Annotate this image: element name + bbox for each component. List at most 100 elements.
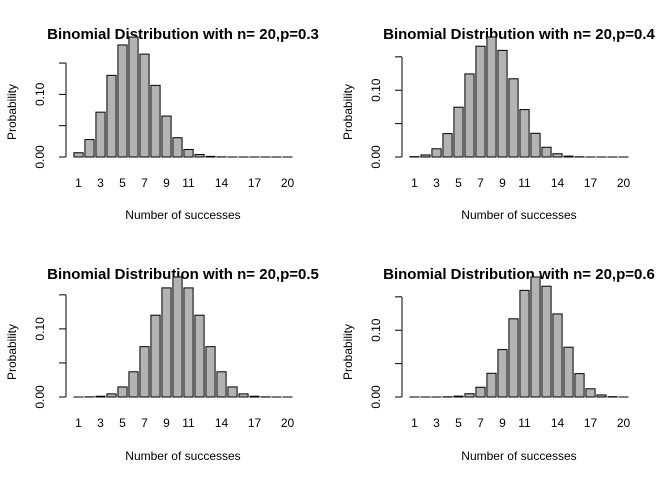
bar-3-15	[227, 386, 238, 398]
y-tick-label-1-0: 0.00	[33, 145, 47, 169]
bar-1-1	[73, 152, 84, 158]
x-tick-label-3-14: 14	[215, 416, 229, 430]
bar-1-12	[194, 154, 205, 158]
bar-1-5	[117, 44, 128, 158]
bar-3-4	[106, 393, 117, 398]
x-tick-label-3-20: 20	[281, 416, 295, 430]
chart-title-4: Binomial Distribution with n= 20,p=0.6	[383, 266, 655, 283]
bar-1-10	[172, 137, 183, 158]
bar-2-5	[453, 106, 464, 158]
x-tick-label-3-3: 3	[97, 416, 104, 430]
x-tick-label-2-11: 11	[518, 176, 531, 190]
bar-4-12	[530, 276, 541, 398]
x-tick-label-2-7: 7	[477, 176, 484, 190]
x-tick-label-3-11: 11	[182, 416, 195, 430]
x-tick-label-4-3: 3	[433, 416, 440, 430]
x-tick-label-2-5: 5	[455, 176, 462, 190]
y-tick-label-2-0: 0.00	[369, 145, 383, 169]
bar-2-7	[475, 45, 486, 158]
bar-1-9	[161, 115, 172, 158]
x-axis-label-4: Number of successes	[461, 449, 576, 463]
bar-2-3	[431, 148, 442, 158]
y-tick-label-3-0: 0.00	[33, 385, 47, 409]
chart-panel-1: Binomial Distribution with n= 20,p=0.3 P…	[5, 26, 319, 222]
chart-panel-3: Binomial Distribution with n= 20,p=0.5 P…	[5, 266, 319, 463]
bars-3	[73, 276, 293, 398]
x-tick-label-1-9: 9	[163, 176, 170, 190]
bar-4-10	[508, 318, 519, 398]
y-axis-label-2: Probability	[341, 84, 355, 140]
x-tick-label-4-14: 14	[551, 416, 565, 430]
x-tick-label-4-9: 9	[499, 416, 506, 430]
bar-3-7	[139, 346, 150, 398]
bar-4-5	[453, 395, 464, 398]
x-tick-label-2-20: 20	[617, 176, 631, 190]
x-tick-label-4-5: 5	[455, 416, 462, 430]
y-axis-4: 0.00 0.10	[369, 296, 403, 409]
x-tick-label-3-7: 7	[141, 416, 148, 430]
bar-2-9	[497, 49, 508, 158]
bar-3-12	[194, 314, 205, 398]
bars-2	[409, 36, 629, 158]
y-axis-3: 0.00 0.10	[33, 294, 67, 409]
y-axis-label-3: Probability	[5, 324, 19, 380]
x-tick-label-1-11: 11	[182, 176, 195, 190]
x-tick-label-1-20: 20	[281, 176, 295, 190]
x-tick-label-4-17: 17	[584, 416, 598, 430]
bar-2-4	[442, 133, 453, 158]
bar-2-14	[552, 153, 563, 158]
bar-1-8	[150, 84, 161, 158]
bar-3-10	[172, 276, 183, 398]
bar-4-8	[486, 372, 497, 398]
y-axis-1: 0.00 0.10	[33, 62, 67, 169]
bar-3-3	[95, 395, 106, 398]
x-tick-label-3-5: 5	[119, 416, 126, 430]
bar-1-2	[84, 139, 95, 158]
bar-2-6	[464, 73, 475, 158]
x-tick-label-4-20: 20	[617, 416, 631, 430]
bars-1	[73, 36, 293, 158]
bar-3-8	[150, 314, 161, 398]
bar-4-9	[497, 349, 508, 398]
bar-1-11	[183, 148, 194, 158]
bar-4-14	[552, 313, 563, 398]
bar-4-17	[585, 388, 596, 398]
y-tick-label-1-2: 0.10	[33, 82, 47, 106]
x-tick-label-1-14: 14	[215, 176, 229, 190]
bar-2-12	[530, 132, 541, 158]
bar-4-15	[563, 346, 574, 398]
x-axis-label-3: Number of successes	[125, 449, 240, 463]
x-ticks-1: 1 3 5 7 9 11 14 17 20	[75, 176, 294, 190]
x-tick-label-1-7: 7	[141, 176, 148, 190]
chart-panel-2: Binomial Distribution with n= 20,p=0.4 P…	[341, 26, 656, 222]
bar-3-5	[117, 386, 128, 398]
x-tick-label-3-17: 17	[248, 416, 262, 430]
bar-3-11	[183, 287, 194, 398]
y-axis-label-4: Probability	[341, 324, 355, 380]
x-ticks-3: 1 3 5 7 9 11 14 17 20	[75, 416, 294, 430]
x-axis-label-2: Number of successes	[461, 208, 576, 222]
y-tick-label-2-2: 0.10	[369, 78, 383, 102]
x-tick-label-1-3: 3	[97, 176, 104, 190]
chart-title-1: Binomial Distribution with n= 20,p=0.3	[47, 26, 319, 43]
bar-1-13	[205, 155, 216, 158]
x-tick-label-1-17: 17	[248, 176, 262, 190]
bar-2-15	[563, 155, 574, 158]
bar-2-2	[420, 154, 431, 158]
x-tick-label-2-17: 17	[584, 176, 598, 190]
bar-3-17	[249, 395, 260, 398]
y-tick-label-4-0: 0.00	[369, 385, 383, 409]
bar-4-13	[541, 285, 552, 398]
y-axis-label-1: Probability	[5, 84, 19, 140]
bar-1-7	[139, 53, 150, 158]
x-tick-label-4-1: 1	[411, 416, 418, 430]
bar-4-7	[475, 386, 486, 398]
bar-4-11	[519, 289, 530, 398]
x-tick-label-3-9: 9	[163, 416, 170, 430]
chart-panel-4: Binomial Distribution with n= 20,p=0.6 P…	[341, 266, 655, 463]
bar-2-13	[541, 146, 552, 158]
bars-4	[409, 276, 629, 398]
x-tick-label-1-1: 1	[75, 176, 82, 190]
chart-title-2: Binomial Distribution with n= 20,p=0.4	[383, 26, 655, 43]
bar-3-13	[205, 346, 216, 398]
